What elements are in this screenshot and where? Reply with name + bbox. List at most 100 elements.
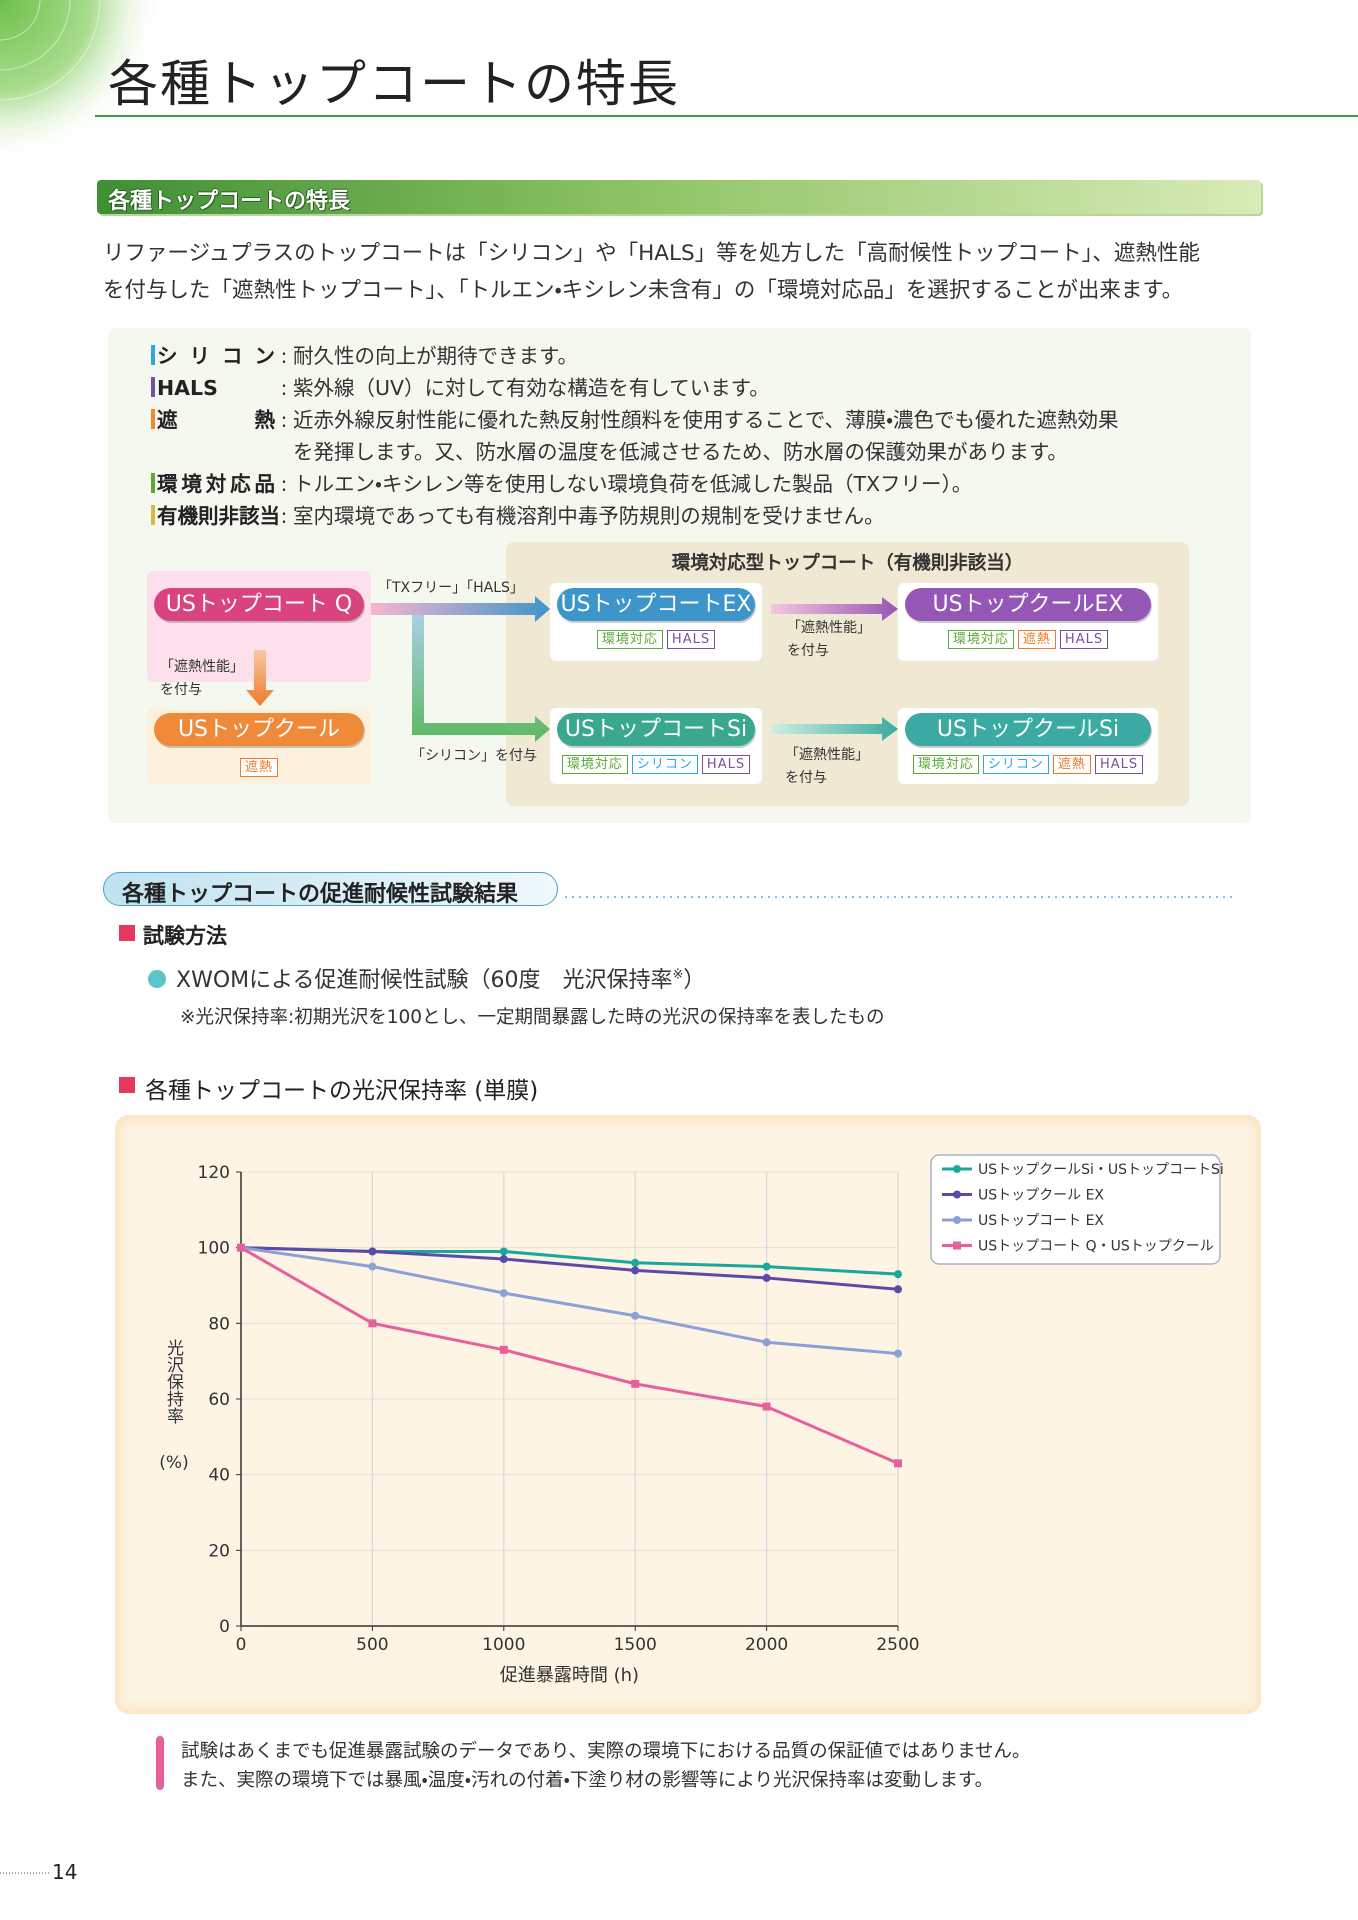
feature-row: 遮熱: 近赤外線反射性能に優れた熱反射性顔料を使用することで、薄膜・濃色でも優れた… (157, 403, 1119, 433)
square-marker (119, 1077, 135, 1093)
method-text: XWOMによる促進耐候性試験（60度 光沢保持率※） (176, 962, 705, 994)
feature-desc: を発揮します。又、防水層の温度を低減させるため、防水層の保護効果があります。 (293, 440, 1068, 464)
node-label: USトップコートEX (557, 588, 755, 621)
y-tick-label: 0 (219, 1617, 230, 1637)
edge-label-line: 「遮熱性能」 (785, 747, 869, 763)
feature-desc: 耐久性の向上が期待できます。 (293, 344, 578, 368)
feature-desc: 紫外線（UV）に対して有効な構造を有しています。 (293, 376, 770, 400)
tag: HALS (701, 755, 751, 774)
legend-entry: USトップクールSi・USトップコートSi (978, 1162, 1224, 1178)
group-label: 環境対応型トップコート（有機則非該当） (671, 553, 1024, 574)
node-tags: 遮熱 (147, 758, 371, 777)
feature-separator: : (280, 408, 288, 432)
x-tick-label: 500 (356, 1635, 388, 1655)
x-tick-label: 2000 (745, 1635, 788, 1655)
feature-desc: 近赤外線反射性能に優れた熱反射性顔料を使用することで、薄膜・濃色でも優れた遮熱効… (293, 408, 1119, 432)
point (368, 1319, 377, 1328)
arrow (771, 717, 898, 741)
point (894, 1285, 902, 1294)
point (368, 1247, 377, 1256)
y-tick-label: 40 (208, 1466, 230, 1486)
y-tick-label: 100 (198, 1239, 230, 1259)
tag: HALS (1059, 630, 1109, 649)
point (499, 1255, 508, 1264)
feature-term: 環境対応品 (157, 472, 275, 496)
y-tick-label: 80 (208, 1314, 230, 1334)
point (894, 1459, 902, 1468)
note-bar (156, 1736, 164, 1790)
y-axis-label: 光沢保持率 (163, 1339, 184, 1424)
point (631, 1258, 640, 1267)
x-tick-label: 1500 (614, 1635, 657, 1655)
node: USトップクールSi 環境対応 シリコン 遮熱 HALS (898, 708, 1158, 784)
feature-separator: : (280, 472, 288, 496)
page-number: 14 (52, 1860, 78, 1884)
x-tick-label: 0 (236, 1635, 247, 1655)
feature-desc: 室内環境であっても有機溶剤中毒予防規則の規制を受けません。 (293, 504, 885, 528)
feature-bar (151, 505, 155, 525)
point (631, 1266, 640, 1275)
tag: 遮熱 (1017, 630, 1056, 649)
chart: 0 20 40 60 80 100 120 0 500 1000 1500 2000 2500 光沢保持率… (159, 1154, 1224, 1686)
legend-entry: USトップコート EX (978, 1213, 1104, 1229)
node-label: USトップクールEX (905, 588, 1151, 621)
feature-bar (151, 473, 155, 493)
point (631, 1311, 640, 1320)
method-note: ※光沢保持率:初期光沢を100とし、一定期間暴露した時の光沢の保持率を表したもの (180, 1007, 885, 1028)
y-tick-label: 120 (198, 1163, 230, 1183)
node-tags: 環境対応 HALS (550, 630, 762, 649)
feature-bar (151, 345, 155, 365)
tag: 環境対応 (561, 755, 628, 774)
node-tags: 環境対応 遮熱 HALS (898, 630, 1158, 649)
edge-label-line: 「遮熱性能」 (787, 620, 871, 636)
section-heading: 各種トップコートの特長 (108, 189, 351, 214)
point (499, 1345, 508, 1354)
edge-label-line: 「シリコン」を付与 (411, 748, 537, 764)
node-tags: 環境対応 シリコン HALS (550, 755, 762, 774)
legend-marker (953, 1165, 961, 1173)
feature-row: HALS: 紫外線（UV）に対して有効な構造を有しています。 (157, 371, 770, 401)
point (762, 1262, 771, 1271)
tag: 環境対応 (912, 755, 979, 774)
tag: 環境対応 (947, 630, 1014, 649)
point (762, 1338, 771, 1347)
tag: HALS (1094, 755, 1144, 774)
point (237, 1243, 245, 1252)
node: USトップクールEX 環境対応 遮熱 HALS (898, 583, 1158, 661)
legend-marker (953, 1241, 961, 1250)
edge-label: 「遮熱性能」 を付与 (785, 744, 869, 790)
legend-entry: USトップコート Q・USトップクール (978, 1239, 1214, 1255)
legend-marker (953, 1216, 961, 1224)
y-tick-label: 20 (208, 1541, 230, 1561)
edge-label-line: を付与 (160, 682, 202, 698)
node: USトップコート Q (147, 583, 371, 633)
node: USトップクール 遮熱 (147, 708, 371, 784)
y-axis-unit: (%) (159, 1453, 188, 1473)
feature-term: HALS (157, 376, 218, 400)
arrow (371, 596, 550, 622)
point (368, 1262, 377, 1271)
feature-term: 有機則非該当 (157, 504, 280, 528)
edge-label: 「シリコン」を付与 (411, 745, 537, 768)
feature-separator: : (280, 376, 288, 400)
feature-term: シリコン (157, 344, 275, 368)
series-line (240, 1246, 899, 1291)
legend-box (930, 1154, 1221, 1265)
feature-row: シリコン: 耐久性の向上が期待できます。 (157, 339, 578, 369)
x-tick-label: 2500 (876, 1635, 919, 1655)
point (631, 1379, 640, 1388)
legend-marker (953, 1190, 961, 1199)
y-tick-label: 60 (208, 1390, 230, 1410)
arrow (412, 615, 550, 742)
feature-desc: トルエン・キシレン等を使用しない環境負荷を低減した製品（TXフリー）。 (293, 472, 973, 496)
x-tick-label: 1000 (482, 1635, 525, 1655)
node-label: USトップクールSi (905, 713, 1151, 746)
point (762, 1273, 771, 1282)
arrow (246, 650, 274, 706)
section-bar (97, 180, 1261, 214)
method-close: ） (683, 968, 706, 993)
method-label: 試験方法 (143, 924, 227, 948)
page-title: 各種トップコートの特長 (108, 55, 680, 113)
